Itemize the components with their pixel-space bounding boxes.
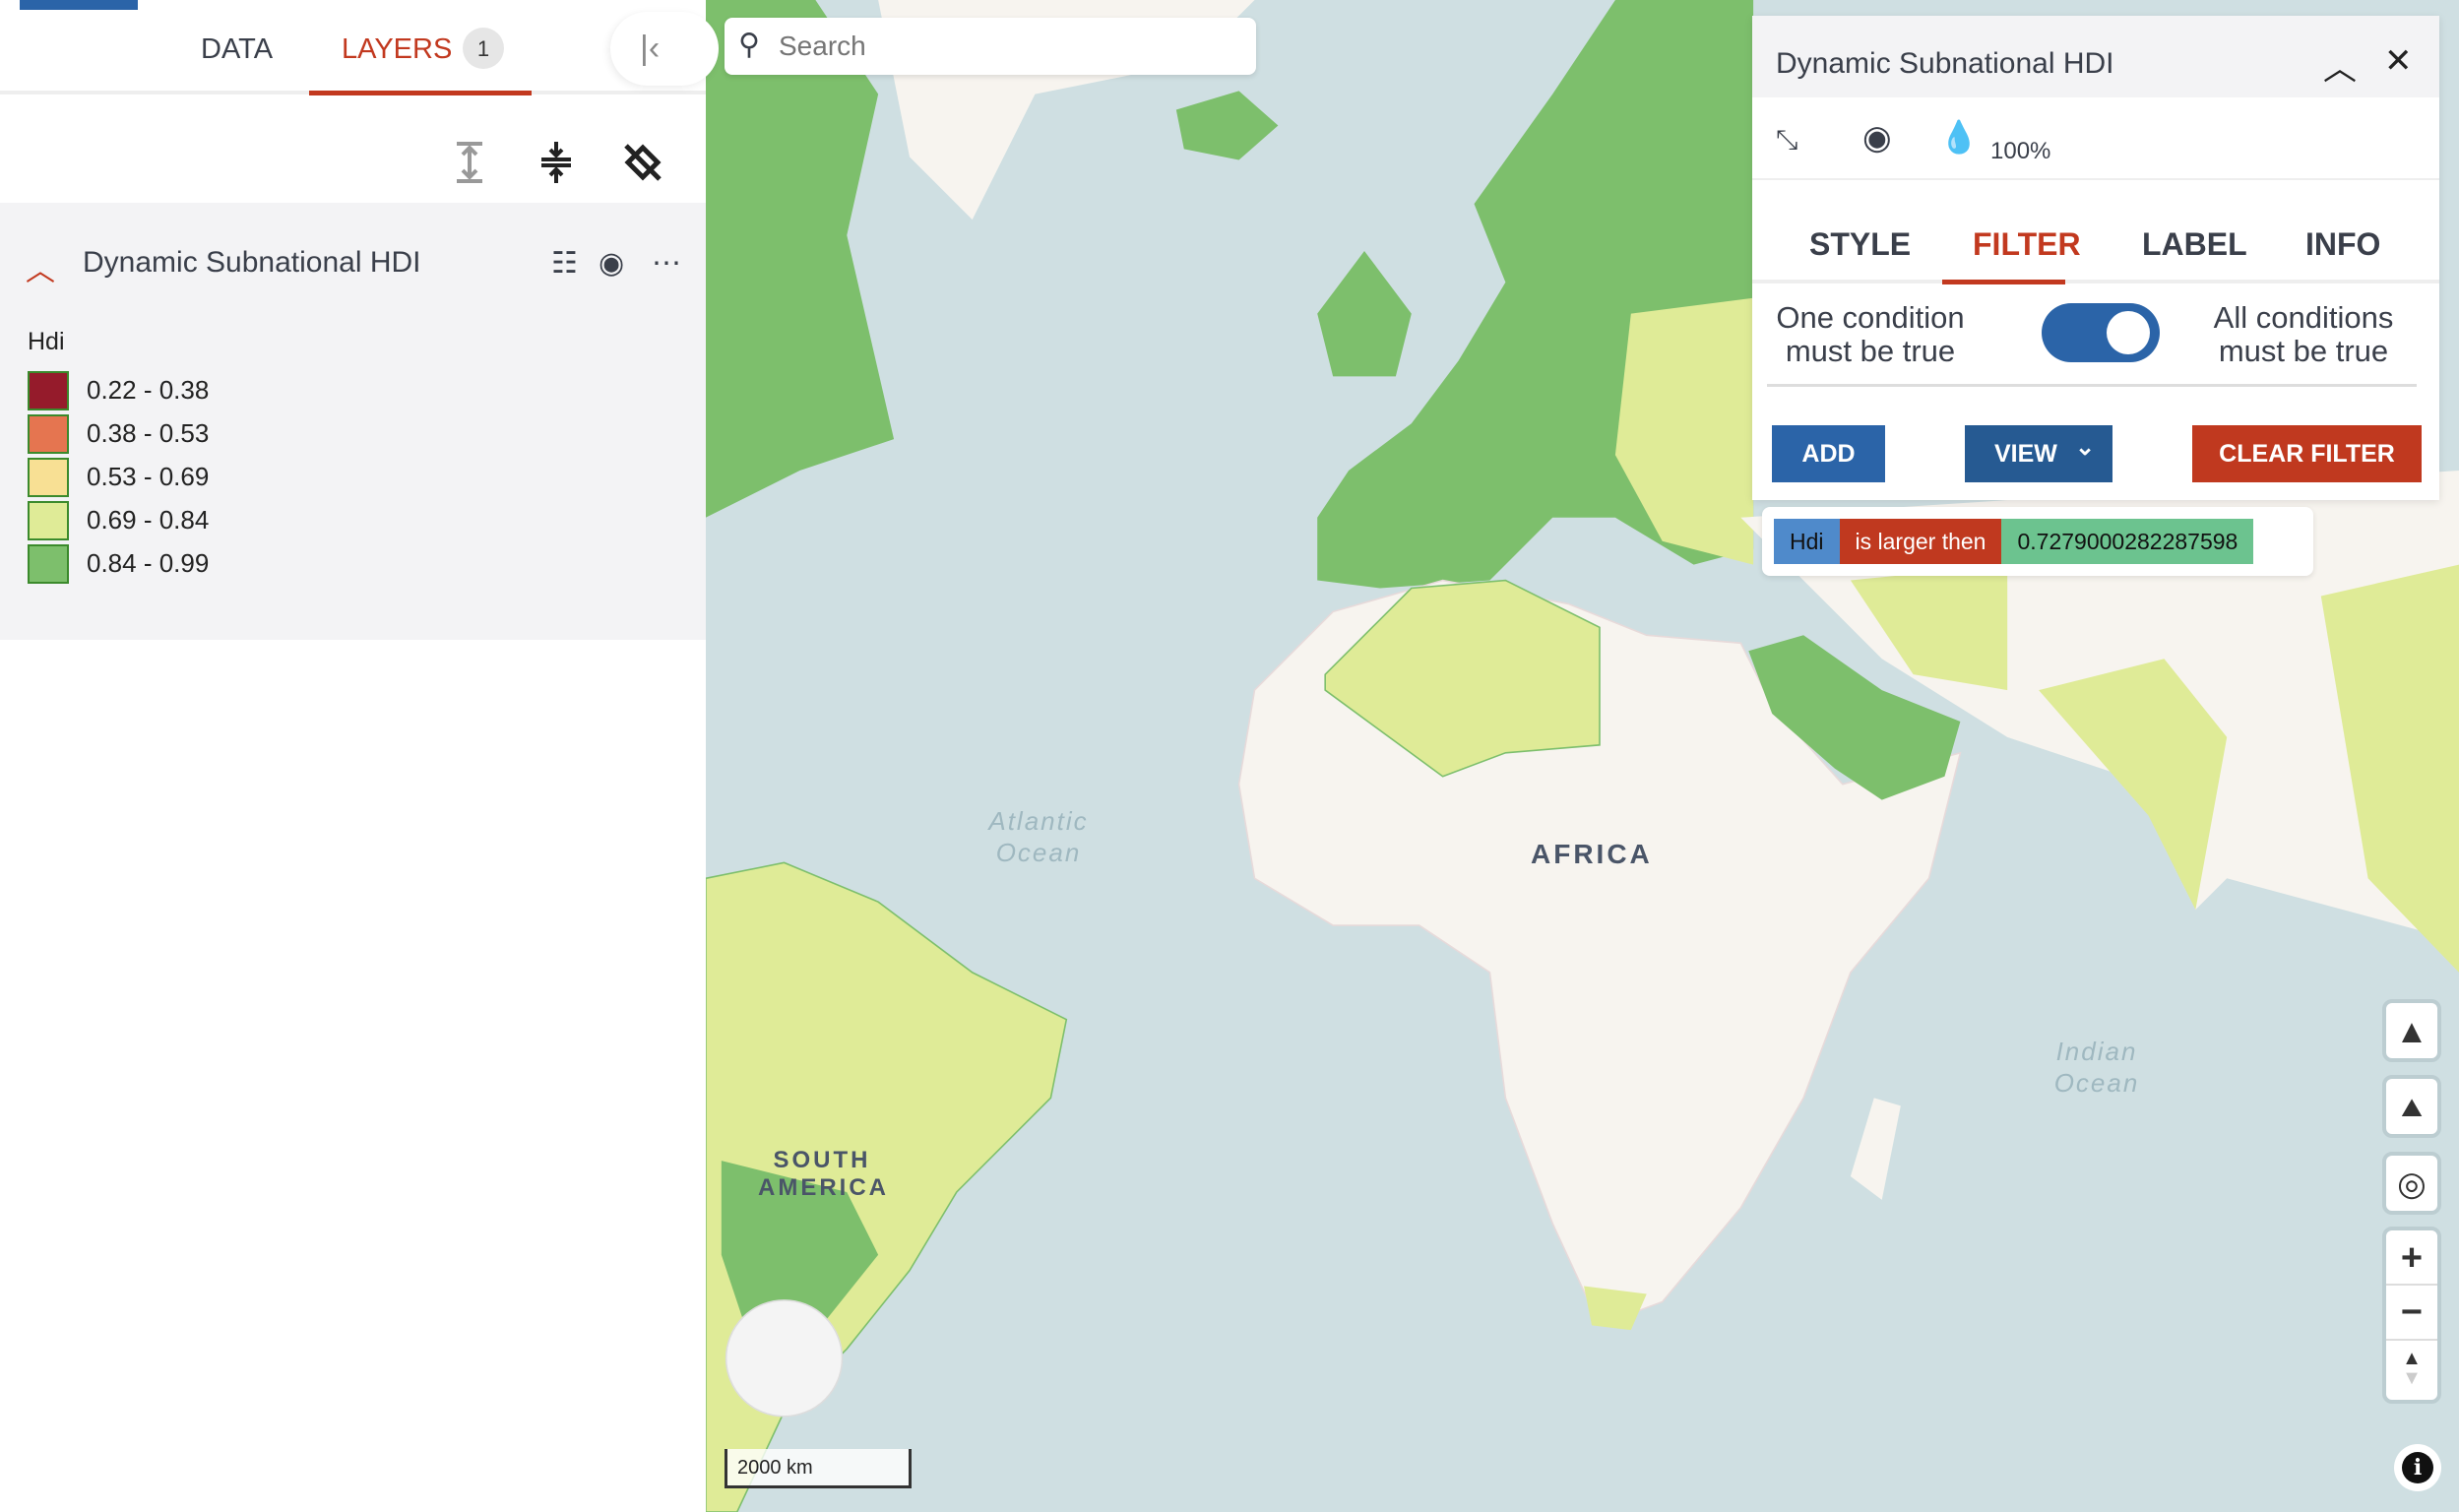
- legend-swatch: [28, 414, 69, 454]
- land-madagascar: [1850, 1098, 1901, 1200]
- landscape-icon: ⛰: [2401, 1093, 2423, 1122]
- collapse-sidebar-button[interactable]: |‹: [610, 12, 719, 86]
- legend-label: 0.22 - 0.38: [87, 375, 210, 405]
- layers-count-badge: 1: [463, 28, 504, 69]
- land-iran: [1850, 564, 2008, 691]
- land-south-africa: [1584, 1286, 1647, 1331]
- view-filter-label: VIEW: [1994, 440, 2057, 468]
- layer-more-icon[interactable]: ⋯: [652, 247, 681, 280]
- tab-layers[interactable]: LAYERS: [342, 33, 453, 65]
- search-icon: ⚲: [738, 29, 760, 61]
- tab-label[interactable]: LABEL: [2142, 226, 2247, 262]
- hide-all-layers-icon[interactable]: [618, 138, 667, 187]
- legend-swatch: [28, 501, 69, 540]
- panel-header: Dynamic Subnational HDI ︿ ✕: [1752, 16, 2439, 97]
- divider: [1752, 178, 2439, 180]
- condition-mode-toggle[interactable]: [2042, 303, 2160, 362]
- chevron-down-icon: ⌄: [2075, 434, 2096, 461]
- active-tab-indicator: [309, 91, 532, 95]
- terrain-3d-button[interactable]: ▲: [2382, 999, 2441, 1062]
- layer-section: [0, 203, 706, 640]
- active-tab-indicator: [1942, 280, 2065, 284]
- tab-divider: [1752, 280, 2439, 284]
- land-arabia: [1748, 635, 1961, 800]
- label-south-america: SOUTH AMERICA: [758, 1147, 889, 1201]
- filter-field: Hdi: [1774, 519, 1840, 564]
- label-africa: AFRICA: [1531, 839, 1653, 869]
- collapse-panel-chevron-icon[interactable]: ︿: [2323, 50, 2357, 88]
- legend-title: Hdi: [28, 328, 65, 355]
- legend-swatch: [28, 544, 69, 584]
- search-input[interactable]: [779, 26, 1241, 67]
- label-atlantic-ocean: Atlantic Ocean: [988, 806, 1089, 867]
- legend-swatch: [28, 458, 69, 497]
- tab-style[interactable]: STYLE: [1809, 226, 1912, 262]
- tab-filter[interactable]: FILTER: [1973, 226, 2081, 262]
- view-filter-button[interactable]: VIEW ⌄: [1965, 425, 2112, 482]
- filter-condition-popover: Hdi is larger then 0.7279000282287598: [1762, 507, 2313, 576]
- scale-bar: 2000 km: [725, 1449, 912, 1488]
- land-north-africa: [1324, 579, 1601, 778]
- opacity-value[interactable]: 100%: [1990, 138, 2051, 164]
- legend-label: 0.38 - 0.53: [87, 418, 210, 448]
- legend-label: 0.53 - 0.69: [87, 462, 210, 491]
- zoom-in-button[interactable]: +: [2386, 1230, 2437, 1286]
- close-icon[interactable]: ✕: [2384, 42, 2413, 80]
- one-condition-label: One condition must be true: [1776, 300, 1965, 368]
- layer-title: Dynamic Subnational HDI: [83, 246, 421, 279]
- land-india: [2039, 659, 2228, 911]
- expand-all-icon[interactable]: [445, 138, 494, 187]
- sidebar-tabs: DATA LAYERS 1: [0, 0, 706, 95]
- sidebar: DATA LAYERS 1 |‹ ︿ Dynamic Subnational H…: [0, 0, 719, 1512]
- mountain-icon: ▲: [2395, 1013, 2428, 1050]
- land-africa: [1237, 579, 1962, 1327]
- collapse-layer-chevron-icon[interactable]: ︿: [26, 255, 55, 287]
- divider: [1767, 384, 2417, 387]
- top-logo-bar: [20, 0, 138, 10]
- land-north-america: [705, 0, 895, 518]
- attribution-info-button[interactable]: i: [2394, 1444, 2441, 1491]
- land-iceland: [1175, 91, 1279, 160]
- shrink-icon[interactable]: ⤡: [1776, 124, 1798, 155]
- globe-minimap[interactable]: [725, 1299, 844, 1418]
- collapse-all-icon[interactable]: [532, 138, 581, 187]
- legend-swatch: [28, 371, 69, 410]
- layer-visibility-eye-icon[interactable]: ◉: [599, 247, 625, 280]
- land-east-europe: [1614, 297, 1754, 565]
- land-uk: [1317, 250, 1412, 377]
- terrain-button[interactable]: ⛰: [2382, 1075, 2441, 1138]
- all-conditions-label: All conditions must be true: [2213, 300, 2394, 368]
- label-indian-ocean: Indian Ocean: [2053, 1037, 2140, 1098]
- panel-title: Dynamic Subnational HDI: [1776, 47, 2114, 80]
- tab-data[interactable]: DATA: [201, 33, 274, 65]
- zoom-controls: + − ▲ ▼: [2382, 1227, 2441, 1404]
- visibility-eye-icon[interactable]: ◉: [1862, 119, 1892, 157]
- add-filter-button[interactable]: ADD: [1772, 425, 1885, 482]
- info-icon: i: [2402, 1452, 2433, 1483]
- zoom-out-button[interactable]: −: [2386, 1286, 2437, 1341]
- filter-value: 0.7279000282287598: [2001, 519, 2254, 564]
- layer-settings-icon[interactable]: ☷: [551, 247, 578, 280]
- locate-button[interactable]: ◎: [2382, 1152, 2441, 1215]
- legend-label: 0.84 - 0.99: [87, 548, 210, 578]
- locate-icon: ◎: [2397, 1166, 2427, 1203]
- opacity-drop-icon[interactable]: 💧: [1939, 119, 1979, 155]
- search-box[interactable]: ⚲: [725, 18, 1256, 75]
- land-southern-cone: [721, 1161, 879, 1350]
- clear-filter-button[interactable]: CLEAR FILTER: [2192, 425, 2422, 482]
- legend-label: 0.69 - 0.84: [87, 505, 210, 535]
- layer-panel: Dynamic Subnational HDI ︿ ✕ ⤡ ◉ 💧 100% S…: [1752, 16, 2439, 500]
- land-se-asia: [2320, 564, 2459, 973]
- compass-button[interactable]: ▲ ▼: [2402, 1348, 2422, 1389]
- filter-operator: is larger then: [1839, 519, 2002, 564]
- tab-info[interactable]: INFO: [2305, 226, 2381, 262]
